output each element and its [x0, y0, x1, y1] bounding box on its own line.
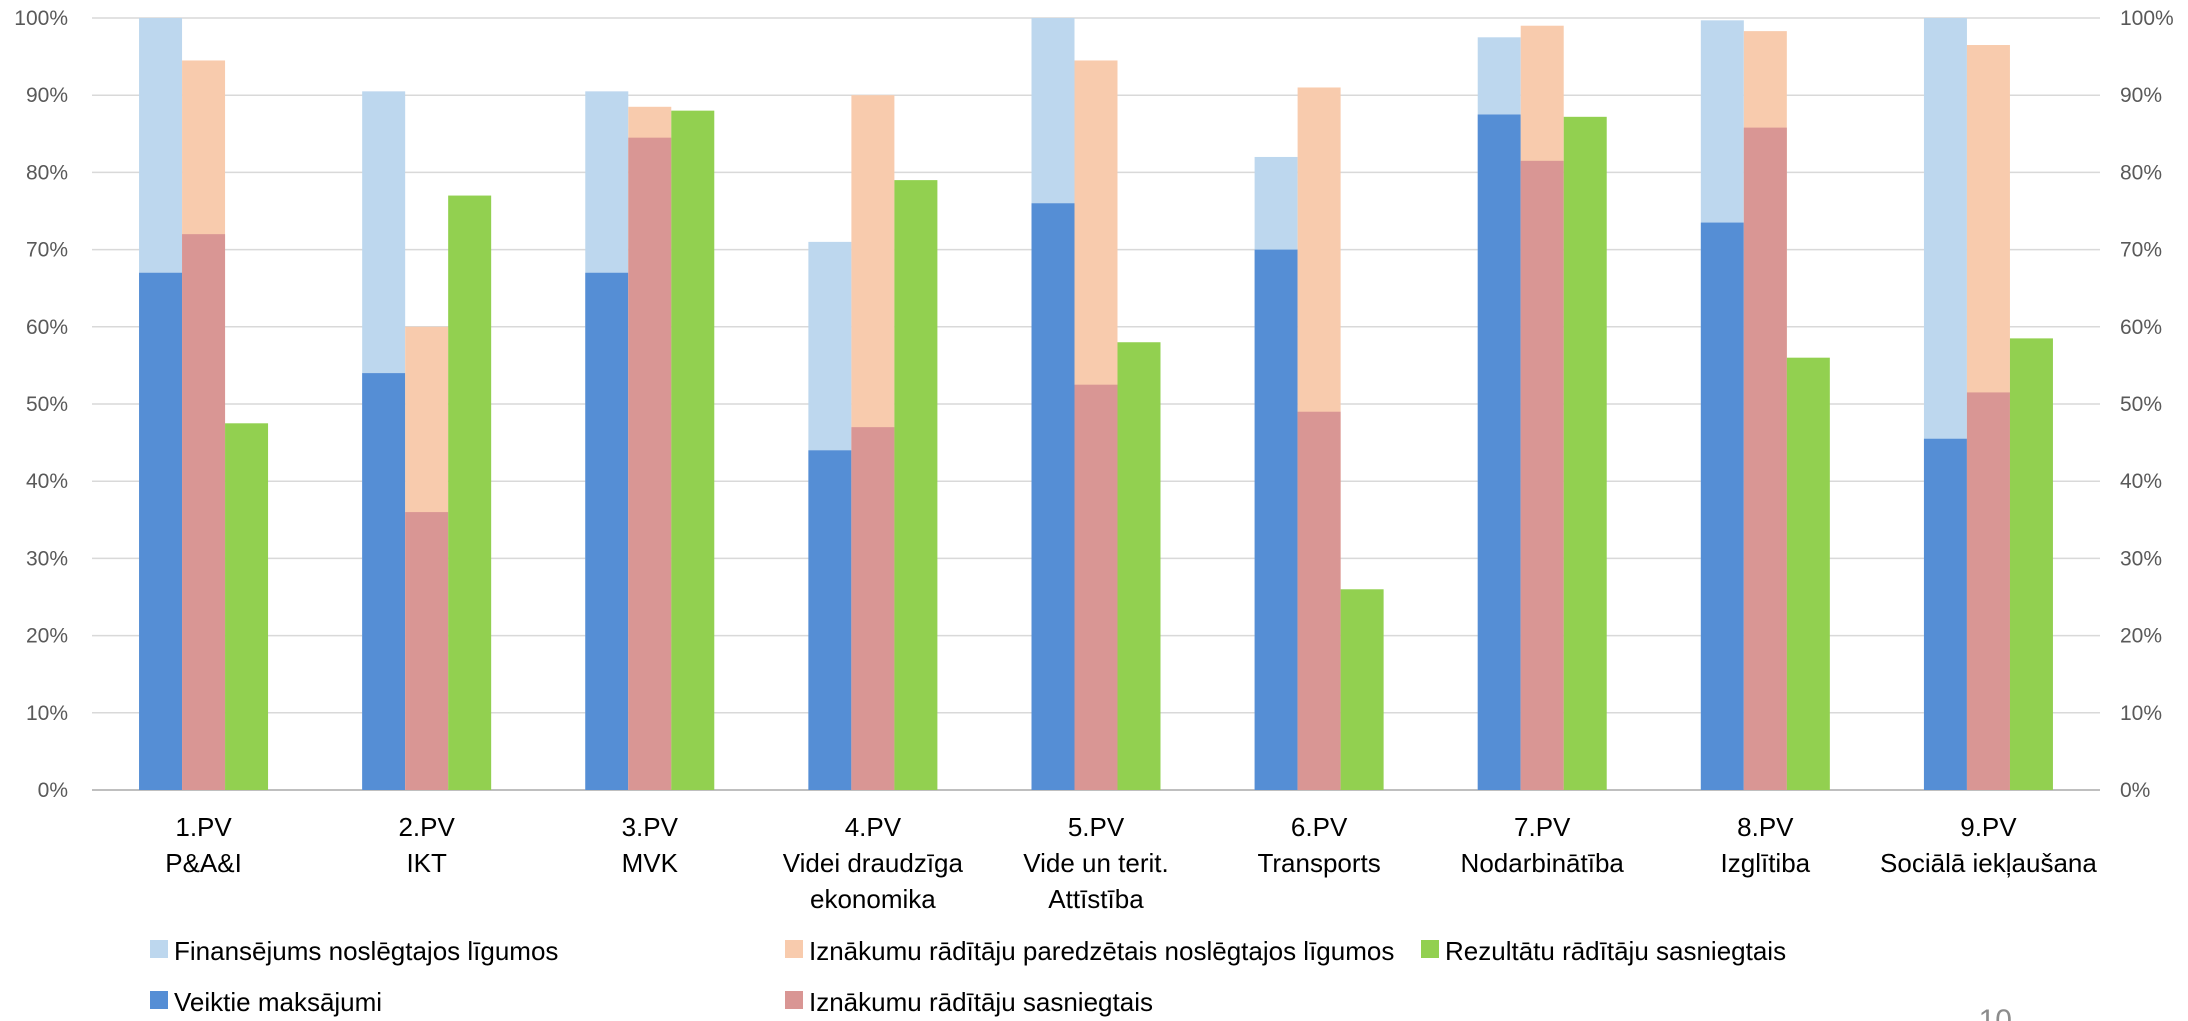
bar-results-achieved	[1563, 116, 1607, 791]
bar-payments-made	[1923, 438, 1967, 790]
category-label: 8.PV	[1737, 812, 1794, 842]
y-tick-label-left: 50%	[26, 393, 68, 416]
legend-item: Iznākumu rādītāju sasniegtais	[785, 987, 1153, 1017]
y-tick-label-left: 90%	[26, 84, 68, 107]
y-tick-label-right: 20%	[2120, 625, 2162, 648]
bar-results-achieved	[671, 110, 715, 790]
y-tick-label-left: 70%	[26, 239, 68, 262]
category-label: Vide un terit.	[1023, 848, 1169, 878]
y-tick-label-right: 100%	[2120, 7, 2174, 30]
bars	[139, 18, 2053, 791]
legend-label: Veiktie maksājumi	[174, 987, 382, 1017]
bar-payments-made	[585, 272, 629, 790]
category-label: MVK	[622, 848, 679, 878]
bar-output-achieved	[1520, 160, 1564, 790]
category-label: Transports	[1257, 848, 1380, 878]
legend-item: Rezultātu rādītāju sasniegtais	[1421, 936, 1786, 966]
bar-results-achieved	[225, 423, 269, 790]
y-tick-label-right: 70%	[2120, 239, 2162, 262]
y-tick-label-left: 60%	[26, 316, 68, 339]
bar-results-achieved	[448, 195, 492, 790]
y-tick-label-left: 40%	[26, 470, 68, 493]
legend-label: Iznākumu rādītāju sasniegtais	[809, 987, 1153, 1017]
x-axis-categories: 1.PV P&A&I 2.PV IKT 3.PV MVK 4.PV Videi draudzī…	[165, 812, 2097, 914]
y-axis-left: 0% 10% 20% 30% 40% 50% 60% 70% 80% 90% 100%	[14, 7, 68, 802]
legend-item: Veiktie maksājumi	[150, 987, 382, 1017]
bar-results-achieved	[2009, 338, 2053, 790]
legend-label: Finansējums noslēgtajos līgumos	[174, 936, 558, 966]
legend-item: Finansējums noslēgtajos līgumos	[150, 936, 558, 966]
category-label: 1.PV	[175, 812, 232, 842]
category-label: 7.PV	[1514, 812, 1571, 842]
legend-swatch	[785, 991, 803, 1009]
legend-label: Iznākumu rādītāju paredzētais noslēgtajo…	[809, 936, 1394, 966]
y-tick-label-right: 0%	[2120, 779, 2150, 802]
category-label: 2.PV	[398, 812, 455, 842]
bar-payments-made	[1031, 203, 1075, 790]
legend-item: Iznākumu rādītāju paredzētais noslēgtajo…	[785, 936, 1394, 966]
bar-results-achieved	[894, 180, 938, 790]
y-tick-label-left: 20%	[26, 625, 68, 648]
y-tick-label-right: 90%	[2120, 84, 2162, 107]
category-label: Izglītiba	[1721, 848, 1811, 878]
legend-label: Rezultātu rādītāju sasniegtais	[1445, 936, 1786, 966]
category-label: 5.PV	[1068, 812, 1125, 842]
bar-output-achieved	[405, 512, 449, 790]
bar-output-achieved	[1966, 392, 2010, 790]
category-label: Nodarbinātība	[1461, 848, 1625, 878]
category-label: P&A&I	[165, 848, 242, 878]
bar-output-achieved	[182, 234, 226, 790]
y-tick-label-left: 100%	[14, 7, 68, 30]
bar-payments-made	[139, 272, 183, 790]
bar-results-achieved	[1340, 589, 1384, 790]
legend-swatch	[150, 940, 168, 958]
bar-output-achieved	[1743, 127, 1787, 790]
category-label: IKT	[406, 848, 447, 878]
y-tick-label-right: 30%	[2120, 547, 2162, 570]
bar-payments-made	[1477, 114, 1521, 790]
y-tick-label-right: 60%	[2120, 316, 2162, 339]
category-label: Attīstība	[1048, 884, 1144, 914]
bar-payments-made	[1254, 249, 1298, 791]
y-tick-label-right: 80%	[2120, 161, 2162, 184]
page-number: 10	[1979, 1004, 2012, 1021]
legend-swatch	[1421, 940, 1439, 958]
bar-output-achieved	[628, 137, 672, 790]
bar-payments-made	[808, 450, 852, 790]
legend-swatch	[150, 991, 168, 1009]
category-label: Sociālā iekļaušana	[1880, 848, 2097, 878]
bar-results-achieved	[1786, 357, 1830, 790]
y-tick-label-right: 40%	[2120, 470, 2162, 493]
bar-payments-made	[362, 373, 406, 790]
category-label: 4.PV	[845, 812, 902, 842]
category-label: ekonomika	[810, 884, 936, 914]
category-label: 6.PV	[1291, 812, 1348, 842]
category-label: 9.PV	[1960, 812, 2017, 842]
y-tick-label-right: 10%	[2120, 702, 2162, 725]
legend-swatch	[785, 940, 803, 958]
bar-results-achieved	[1117, 342, 1161, 790]
legend: Finansējums noslēgtajos līgumos Iznākumu …	[150, 936, 1786, 1017]
category-label: Videi draudzīga	[783, 848, 964, 878]
bar-output-achieved	[851, 427, 895, 790]
y-tick-label-right: 50%	[2120, 393, 2162, 416]
y-tick-label-left: 10%	[26, 702, 68, 725]
bar-output-achieved	[1074, 384, 1118, 790]
y-tick-label-left: 80%	[26, 161, 68, 184]
y-axis-right: 0% 10% 20% 30% 40% 50% 60% 70% 80% 90% 100%	[2120, 7, 2174, 802]
y-tick-label-left: 30%	[26, 547, 68, 570]
bar-payments-made	[1700, 222, 1744, 790]
y-tick-label-left: 0%	[38, 779, 68, 802]
category-label: 3.PV	[622, 812, 679, 842]
bar-output-achieved	[1297, 411, 1341, 790]
